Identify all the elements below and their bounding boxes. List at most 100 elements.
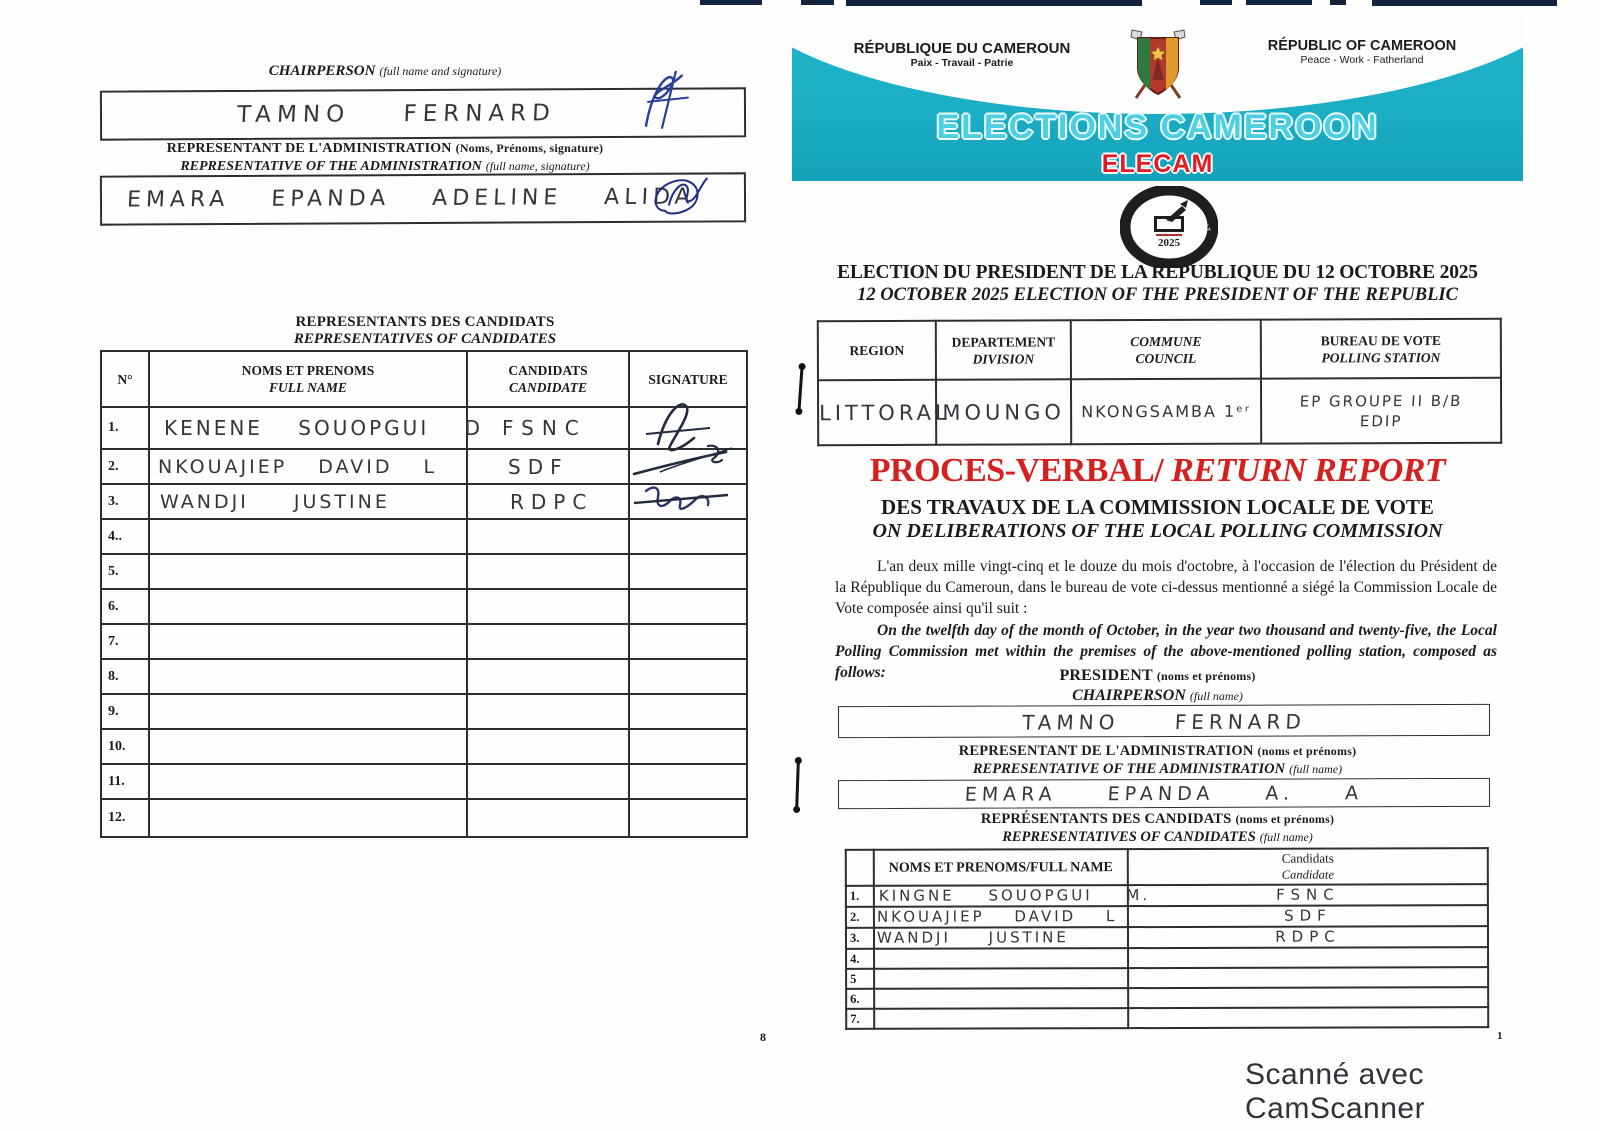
right-col-header-candidate: Candidats Candidate [1127, 848, 1488, 886]
elecam-title: ELECAM [1101, 150, 1214, 178]
presidential-election-seal: ELECTION PRESIDENTIELLE PRESIDENTIAL ELE… [1120, 186, 1218, 268]
admin-signature [654, 177, 708, 215]
rep-name-handwritten: WANDJI JUSTINE [876, 928, 1069, 947]
chairperson-label-block: CHAIRPERSON (full name and signature) [135, 62, 635, 80]
council-value-handwritten: NKONGSAMBA 1ᵉʳ [1081, 401, 1252, 421]
admin-label-block: REPRESENTANT DE L'ADMINISTRATION (Noms, … [85, 139, 685, 175]
division-value-handwritten: MOUNGO [942, 399, 1065, 425]
president-hint-en: (full name) [1189, 689, 1243, 703]
pv-title-fr: PROCES-VERBAL/ [869, 452, 1164, 489]
president-label-block: PRESIDENT (noms et prénoms) CHAIRPERSON … [795, 666, 1520, 706]
table-row: 1. KENENE SOUOPGUI D FSNC [100, 403, 748, 452]
pv-title-en: RETURN REPORT [1163, 452, 1446, 489]
camscanner-watermark: Scanné avec CamScanner [1245, 1058, 1426, 1125]
rep-candidate-handwritten: SDF [1284, 906, 1332, 925]
rep-signature [633, 486, 729, 510]
polling-location-table: REGION DEPARTEMENT DIVISION COMMUNE COUNCI… [817, 318, 1502, 446]
polling-station-header: BUREAU DE VOTE POLLING STATION [1260, 318, 1501, 379]
election-title-en: 12 OCTOBER 2025 ELECTION OF THE PRESIDEN… [857, 285, 1458, 305]
table-row: 7. [100, 623, 748, 660]
admin-name-box-right: EMARA EPANDA A. A [837, 777, 1491, 810]
table-row: 2. NKOUAJIEP DAVID L SDF [845, 905, 1488, 928]
rep-name-handwritten: KINGNE SOUOPGUI M. [878, 886, 1151, 905]
rep-signature [632, 444, 733, 476]
left-table-title-en: REPRESENTATIVES OF CANDIDATES [293, 331, 557, 347]
admin-label-fr: REPRESENTANT DE L'ADMINISTRATION [166, 141, 452, 156]
table-row: 6. [846, 987, 1489, 1009]
scan-edge-strip [1200, 0, 1232, 5]
col-header-candidate: CANDIDATS CANDIDATE [466, 350, 630, 408]
right-candidates-table: NOMS ET PRENOMS/FULL NAME Candidats Cand… [845, 847, 1489, 1030]
elecam-banner: RÉPUBLIQUE DU CAMEROUN Paix - Travail - … [792, 14, 1523, 181]
col-header-num: N° [100, 350, 150, 408]
left-candidates-table: N° NOMS ET PRENOMS FULL NAME CANDIDATS C… [100, 350, 748, 838]
chairperson-hint: (full name and signature) [379, 64, 502, 78]
table-row: 7. [846, 1007, 1489, 1029]
admin-signature-box: EMARA EPANDA ADELINE ALIDA [99, 172, 747, 226]
chairperson-label: CHAIRPERSON [268, 63, 376, 79]
table-row: 9. [100, 693, 748, 730]
left-table-title-fr: REPRESENTANTS DES CANDIDATS [295, 314, 555, 330]
col-header-signature: SIGNATURE [628, 350, 748, 408]
table-row: 6. [100, 588, 748, 625]
table-row: 5 [846, 967, 1489, 989]
right-page-number: 1 [1497, 1030, 1503, 1042]
president-hint-fr: (noms et prénoms) [1156, 669, 1256, 683]
rep-name-handwritten: NKOUAJIEP DAVID L [876, 907, 1118, 926]
motto-fr: Paix - Travail - Patrie [910, 57, 1014, 69]
scan-edge-strip [801, 0, 834, 5]
president-label-en: CHAIRPERSON [1072, 687, 1186, 704]
table-row: 2. NKOUAJIEP DAVID L SDF [100, 444, 748, 485]
republic-en-block: RÉPUBLIC OF CAMEROON Peace - Work - Fath… [1247, 38, 1477, 66]
table-row: 5. [100, 553, 748, 590]
admin-name-handwritten-right: EMARA EPANDA A. A [964, 782, 1364, 806]
reps-hint-fr: (noms et prénoms) [1235, 812, 1335, 826]
admin-label-block-right: REPRESENTANT DE L'ADMINISTRATION (noms e… [795, 742, 1520, 778]
table-row: 4.. [100, 518, 748, 555]
republic-en: RÉPUBLIC OF CAMEROON [1267, 38, 1457, 54]
reps-label-fr: REPRÉSENTANTS DES CANDIDATS [980, 811, 1232, 827]
scan-edge-strip [700, 0, 762, 5]
body-paragraph-fr: L'an deux mille vingt-cinq et le douze d… [835, 558, 1497, 617]
left-page: CHAIRPERSON (full name and signature) TA… [0, 0, 780, 1131]
table-row: 3. WANDJI JUSTINE RDPC [845, 926, 1489, 949]
table-row: 8. [100, 658, 748, 695]
scan-edge-strip [1372, 0, 1557, 6]
staple-mark [797, 365, 804, 413]
polling-station-value-line1: EP GROUPE II B/B [1299, 391, 1463, 411]
left-table-title-block: REPRESENTANTS DES CANDIDATS REPRESENTATI… [125, 314, 725, 348]
elections-cameroon-title: ELECTIONS CAMEROON [936, 108, 1379, 146]
coat-of-arms [1130, 29, 1186, 99]
motto-en: Peace - Work - Fatherland [1300, 54, 1424, 66]
admin-hint-fr: (Noms, Prénoms, signature) [455, 141, 604, 155]
reps-hint-en: (full name) [1259, 830, 1313, 844]
pv-title: PROCES-VERBAL/ RETURN REPORT [795, 452, 1520, 490]
table-row: 4. [846, 947, 1489, 969]
col-header-name: NOMS ET PRENOMS FULL NAME [148, 350, 468, 408]
president-name-box: TAMNO FERNARD [837, 703, 1491, 739]
left-page-number: 8 [760, 1030, 766, 1044]
president-label-fr: PRESIDENT [1059, 667, 1153, 684]
republic-fr-block: RÉPUBLIQUE DU CAMEROUN Paix - Travail - … [847, 40, 1077, 69]
staple-mark [795, 759, 800, 811]
council-header: COMMUNE COUNCIL [1070, 319, 1261, 380]
scan-edge-strip [846, 0, 1142, 6]
scan-edge-strip [1330, 0, 1346, 5]
admin-label-fr-right: REPRESENTANT DE L'ADMINISTRATION [958, 743, 1254, 759]
polling-station-value-line2: EDIP [1359, 411, 1403, 430]
rep-candidate-handwritten: FSNC [1276, 885, 1340, 904]
scan-edge-strip [1246, 0, 1312, 5]
admin-label-en: REPRESENTATIVE OF THE ADMINISTRATION [180, 159, 482, 174]
right-col-header-name: NOMS ET PRENOMS/FULL NAME [873, 849, 1128, 886]
right-col-header-num [845, 849, 874, 886]
admin-hint-en: (full name, signature) [485, 159, 590, 173]
president-name-handwritten: TAMNO FERNARD [1021, 709, 1307, 735]
svg-text:2025: 2025 [1158, 237, 1181, 249]
division-header: DEPARTEMENT DIVISION [935, 320, 1071, 380]
table-row: 3. WANDJI JUSTINE RDPC [100, 483, 748, 520]
rep-candidate-handwritten: RDPC [1275, 927, 1341, 946]
table-row: 12. [100, 798, 748, 838]
reps-label-en: REPRESENTATIVES OF CANDIDATES [1002, 829, 1256, 845]
